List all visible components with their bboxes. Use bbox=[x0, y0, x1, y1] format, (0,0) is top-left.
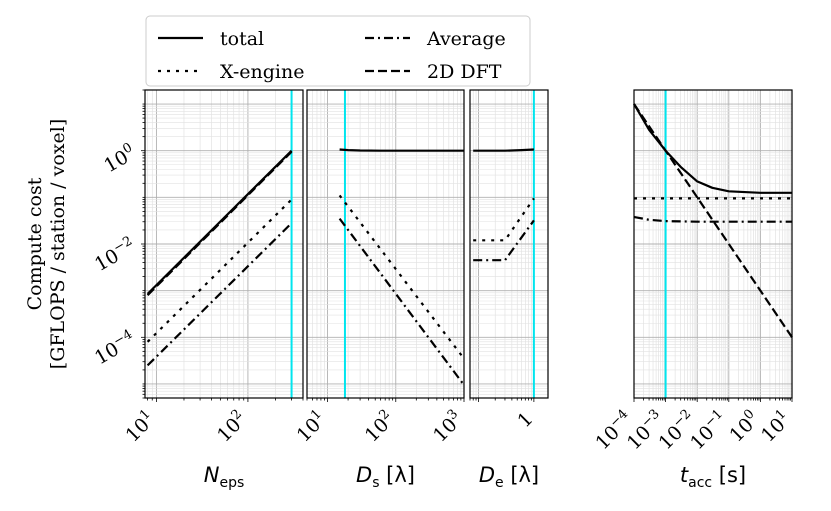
legend-label: 2D DFT bbox=[427, 61, 502, 83]
x-tick-label: 1 bbox=[513, 408, 537, 432]
series-line-x-engine bbox=[338, 194, 465, 360]
panel-frame bbox=[144, 89, 304, 399]
x-tick-label: 101 bbox=[120, 407, 160, 447]
panel-2: 101 102 103 Ds [λ] bbox=[291, 89, 468, 491]
legend: total Average X-engine 2D DFT bbox=[145, 15, 531, 87]
y-axis-label-line1: Compute cost bbox=[24, 177, 46, 310]
series-line-average bbox=[473, 219, 535, 262]
x-tick-label: 100 bbox=[724, 407, 764, 447]
series-line-total bbox=[473, 148, 534, 152]
x-axis-label: tacc [s] bbox=[680, 463, 746, 491]
series-line-total bbox=[339, 148, 464, 152]
legend-label: Average bbox=[426, 28, 506, 50]
series-line-x-engine bbox=[146, 198, 293, 343]
legend-box bbox=[145, 15, 531, 87]
x-tick-label: 102 bbox=[359, 407, 399, 447]
legend-label: X-engine bbox=[220, 61, 304, 83]
series-line-average bbox=[338, 217, 465, 386]
panel-3: 1 De [λ] bbox=[469, 89, 549, 491]
series-line-2d-dft bbox=[633, 103, 793, 338]
y-tick-label: 100 bbox=[99, 140, 139, 177]
series-line-total bbox=[633, 103, 792, 194]
panel-frame bbox=[633, 89, 793, 399]
x-tick-label: 101 bbox=[291, 407, 331, 447]
panel-frame bbox=[306, 89, 465, 399]
x-axis-label: Neps bbox=[204, 463, 245, 491]
y-tick-label: 10−4 bbox=[90, 327, 140, 369]
series-line-x-engine bbox=[473, 197, 535, 242]
x-tick-label: 101 bbox=[756, 407, 796, 447]
series-line-average bbox=[146, 222, 293, 367]
x-axis-label: Ds [λ] bbox=[356, 463, 415, 491]
x-tick-label: 102 bbox=[212, 407, 252, 447]
x-tick-label: 103 bbox=[428, 407, 468, 447]
legend-label: total bbox=[220, 28, 264, 50]
x-axis-label: De [λ] bbox=[479, 463, 539, 491]
series-line-2d-dft bbox=[146, 150, 293, 296]
y-axis-label-line2: [GFLOPS / station / voxel] bbox=[47, 119, 69, 369]
y-tick-label: 10−2 bbox=[90, 234, 140, 276]
panel-1: 101 102 Neps bbox=[120, 89, 304, 491]
panel-frame bbox=[469, 89, 549, 399]
